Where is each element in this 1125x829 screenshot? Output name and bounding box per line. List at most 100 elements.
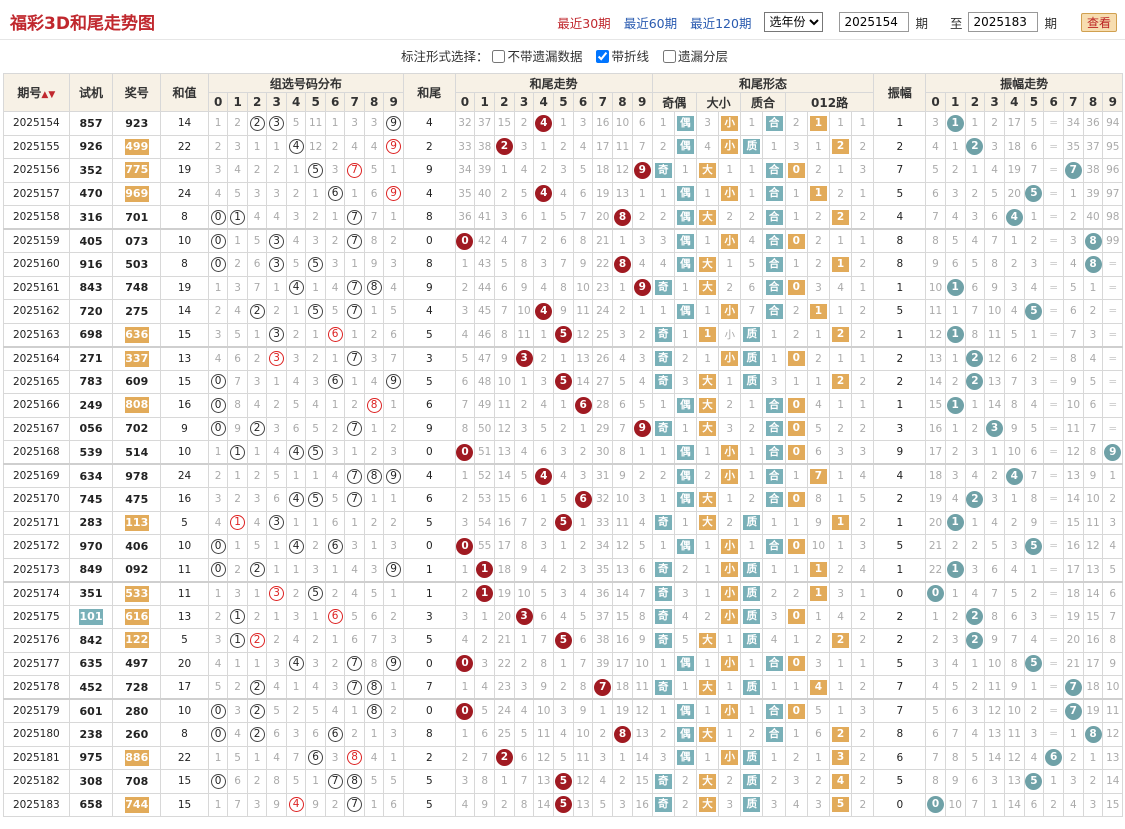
dist-ball-red: 8	[347, 750, 363, 766]
option-omission-layer[interactable]: 遗漏分层	[662, 49, 728, 64]
dist-cell: 4	[363, 369, 385, 394]
dist-cell: 8	[344, 745, 365, 770]
dist-cell: 1	[383, 675, 404, 700]
issue-cell: 2025164	[3, 345, 70, 371]
amp-trend-cell: 5	[964, 252, 986, 277]
amp-trend-cell: 4	[964, 580, 986, 606]
tail-trend-cell: 6	[631, 111, 653, 136]
test-cell: 470	[68, 181, 114, 206]
amp-empty: =	[1049, 211, 1059, 223]
tail-trend-cell: 4	[631, 369, 653, 394]
dist-cell: 5	[227, 745, 248, 770]
option-with-line[interactable]: 带折线	[596, 49, 649, 64]
tail-ball: 9	[633, 420, 651, 438]
form-prime: 质	[740, 369, 764, 394]
dist-cell: 9	[383, 134, 404, 159]
amp-ball: 7	[1064, 702, 1082, 720]
sum-cell: 13	[160, 345, 209, 371]
tail-trend-cell: 2	[592, 722, 614, 747]
form-even: 偶	[673, 722, 697, 747]
sum-cell: 15	[160, 322, 209, 347]
test-cell: 857	[68, 111, 114, 136]
form-even: 偶	[673, 111, 697, 136]
from-period-input[interactable]	[839, 12, 910, 32]
amp-trend-cell: 3	[1023, 604, 1045, 629]
dist-cell: 4	[207, 345, 229, 371]
form-road-1: 5	[806, 416, 831, 441]
form-road-1: 9	[806, 510, 831, 535]
dist-cell: 9	[266, 792, 287, 817]
tail-trend-cell: 2	[494, 181, 515, 206]
form-road-1: 2	[806, 345, 831, 371]
form-prime: 5	[740, 252, 764, 277]
test-cell: 452	[68, 675, 114, 700]
dist-cell: 3	[324, 745, 346, 770]
amp-ball: 3	[986, 420, 1004, 438]
option-no-omission[interactable]: 不带遗漏数据	[492, 49, 583, 64]
dist-ball: 8	[366, 468, 382, 484]
amp-trend-cell: 4	[944, 205, 966, 230]
form-prime-mark: 质	[743, 773, 761, 789]
tail-trend-cell: 10	[612, 487, 633, 512]
nav-recent-60[interactable]: 最近60期	[623, 15, 678, 31]
amp-trend-cell: 2	[944, 534, 966, 559]
tail-trend-cell: 6	[454, 369, 476, 394]
form-small: 小	[718, 228, 742, 253]
amp-trend-cell: 2	[964, 487, 986, 512]
tail-trend-cell: 35	[592, 557, 614, 582]
tail-trend-cell: 14	[572, 369, 594, 394]
issue-cell: 2025163	[3, 322, 70, 347]
dist-cell: 4	[285, 487, 307, 512]
form-big-mark: 大	[699, 797, 717, 813]
prize-badge: 744	[124, 796, 149, 813]
form-road-pad: 1	[851, 181, 875, 206]
tail-digit-9: 9	[631, 92, 653, 112]
dist-cell: 9	[383, 369, 404, 394]
option-omission-layer-checkbox[interactable]	[662, 50, 676, 63]
amp-cell: 4	[873, 205, 927, 230]
amp-trend-cell: 1	[944, 557, 966, 582]
tail-ball: 5	[554, 796, 572, 814]
amp-digit-9: 9	[1102, 92, 1124, 112]
dist-cell: 1	[285, 675, 307, 700]
table-row: 2025178 452 728 17 5 2 2 4 1 4 3 7 8 1 7 1 4 23 3 9 2 8 7 18 11 奇…	[3, 675, 1124, 700]
amp-trend-cell: 3	[984, 416, 1005, 441]
form-big: 2	[695, 463, 720, 488]
amp-cell: 1	[873, 393, 927, 418]
dist-ball: 7	[347, 491, 363, 507]
tail-trend-cell: 10	[572, 275, 594, 300]
form-big: 大	[695, 675, 720, 700]
option-no-omission-checkbox[interactable]	[492, 50, 506, 63]
tail-trend-cell: 52	[474, 463, 496, 488]
col-issue[interactable]: 期号▲▼	[3, 73, 70, 112]
amp-ball: 8	[1084, 232, 1102, 250]
tail-trend-cell: 4	[454, 792, 476, 817]
to-period-input[interactable]	[968, 12, 1039, 32]
tail-trend-cell: 12	[533, 745, 555, 770]
table-row: 2025170 745 475 16 3 2 3 6 4 5 5 7 1 1 6 2 53 15 6 1 5 6 32 10 3…	[3, 487, 1124, 512]
prize-cell: 702	[112, 416, 162, 441]
amp-digit-7: 7	[1062, 92, 1084, 112]
sum-cell: 22	[160, 134, 209, 159]
year-select[interactable]: 选年份	[764, 12, 824, 32]
sum-cell: 20	[160, 651, 209, 676]
dist-cell: 0	[207, 205, 229, 230]
form-composite: 1	[762, 510, 786, 535]
dist-cell: 2	[246, 722, 268, 747]
nav-recent-120[interactable]: 最近120期	[690, 15, 752, 31]
amp-trend-cell: 9	[925, 252, 946, 277]
amp-cell: 1	[873, 275, 927, 300]
form-road-pad: 1	[851, 111, 875, 136]
dist-cell: 5	[246, 228, 268, 253]
dist-cell: 5	[363, 580, 385, 606]
amp-trend-cell: 5	[1023, 769, 1045, 794]
dist-ball: 7	[327, 773, 343, 789]
amp-trend-cell: 9	[1023, 510, 1045, 535]
amp-trend-cell: 2	[1062, 205, 1084, 230]
nav-recent-30[interactable]: 最近30期	[557, 15, 611, 31]
table-row: 2025155 926 499 22 2 3 1 1 4 12 2 4 4 9 2 33 38 2 3 1 2 4 17 11…	[3, 134, 1124, 159]
option-with-line-checkbox[interactable]	[596, 50, 610, 63]
dist-cell: 1	[363, 299, 385, 324]
form-big-mark: 大	[699, 209, 717, 225]
query-button[interactable]: 查看	[1081, 12, 1117, 32]
